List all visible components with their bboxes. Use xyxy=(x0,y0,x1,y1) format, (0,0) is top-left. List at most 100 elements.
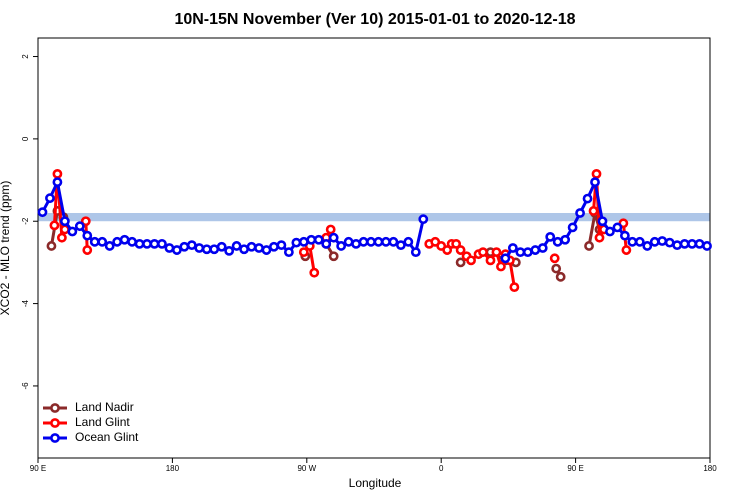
data-point xyxy=(588,206,599,216)
data-point xyxy=(522,247,533,258)
data-point xyxy=(594,232,605,243)
data-point xyxy=(567,222,578,233)
legend-label: Land Glint xyxy=(75,415,130,429)
data-point xyxy=(157,238,167,249)
data-point xyxy=(89,236,100,247)
data-point xyxy=(619,230,630,241)
data-point xyxy=(67,226,78,237)
data-point xyxy=(373,236,384,247)
legend-marker xyxy=(50,433,60,443)
data-point xyxy=(269,241,279,252)
data-point xyxy=(496,261,506,272)
data-point xyxy=(552,236,563,247)
data-point xyxy=(509,282,520,293)
data-point xyxy=(545,231,556,242)
data-point xyxy=(52,177,63,188)
data-point xyxy=(283,247,294,258)
data-point xyxy=(56,232,67,243)
x-tick-label: 90 E xyxy=(30,464,46,473)
data-point xyxy=(49,220,60,231)
data-point xyxy=(336,241,347,251)
data-point xyxy=(239,244,249,255)
data-point xyxy=(343,236,354,247)
data-point xyxy=(649,236,660,247)
data-point xyxy=(551,263,562,274)
data-point xyxy=(321,238,332,249)
data-point xyxy=(381,236,391,247)
data-point xyxy=(455,257,466,268)
data-point xyxy=(328,251,339,262)
data-point xyxy=(306,234,317,245)
data-point xyxy=(179,241,190,252)
data-point xyxy=(254,243,264,253)
data-point xyxy=(575,208,585,218)
data-point xyxy=(216,241,227,252)
data-point xyxy=(325,224,336,235)
data-point xyxy=(549,253,560,264)
data-point xyxy=(584,241,594,251)
data-point xyxy=(358,236,369,247)
data-point xyxy=(679,238,690,249)
data-point xyxy=(276,240,287,251)
legend-marker xyxy=(50,403,60,413)
chart-title: 10N-15N November (Ver 10) 2015-01-01 to … xyxy=(174,11,575,28)
data-point xyxy=(451,238,462,249)
y-tick-label: 0 xyxy=(21,136,30,141)
data-point xyxy=(149,238,160,249)
data-point xyxy=(164,243,175,253)
data-point xyxy=(485,255,496,266)
data-point xyxy=(500,253,511,264)
data-point xyxy=(291,237,302,248)
data-point xyxy=(74,221,85,232)
data-point xyxy=(134,238,145,249)
data-point xyxy=(231,241,242,251)
data-point xyxy=(313,234,324,245)
data-point xyxy=(664,237,675,248)
y-tick-label: -2 xyxy=(21,217,30,225)
data-point xyxy=(194,243,205,253)
y-tick-label: -6 xyxy=(21,382,30,390)
data-point xyxy=(82,245,93,255)
data-point xyxy=(642,241,653,251)
data-point xyxy=(45,193,55,204)
data-point xyxy=(104,241,115,251)
data-point xyxy=(142,238,152,249)
data-point xyxy=(209,244,220,255)
data-point xyxy=(246,241,257,252)
data-point xyxy=(612,222,623,233)
x-tick-label: 180 xyxy=(166,464,180,473)
data-point xyxy=(82,230,93,241)
x-tick-label: 180 xyxy=(703,464,717,473)
y-tick-label: 2 xyxy=(21,54,30,59)
data-point xyxy=(59,216,70,227)
data-point xyxy=(590,177,600,188)
data-point xyxy=(410,247,421,258)
data-point xyxy=(127,236,137,247)
data-point xyxy=(52,168,63,179)
data-point xyxy=(395,240,406,251)
data-point xyxy=(694,238,705,249)
data-point xyxy=(418,214,429,225)
data-point xyxy=(515,247,526,258)
data-point xyxy=(560,234,571,245)
data-point xyxy=(634,236,645,247)
data-point xyxy=(351,238,361,249)
data-point xyxy=(37,207,48,218)
data-point xyxy=(171,245,182,255)
reference-band xyxy=(38,213,710,222)
data-point xyxy=(507,243,518,253)
y-axis-label: XCO2 - MLO trend (ppm) xyxy=(0,181,12,316)
data-point xyxy=(491,247,502,258)
data-point xyxy=(97,236,108,247)
data-point xyxy=(366,236,376,247)
x-tick-label: 90 E xyxy=(567,464,583,473)
data-point xyxy=(702,241,712,251)
data-point xyxy=(597,216,608,227)
data-point xyxy=(403,236,414,247)
y-tick-label: -4 xyxy=(21,299,30,307)
data-point xyxy=(687,238,697,249)
x-tick-label: 0 xyxy=(439,464,444,473)
data-point xyxy=(388,236,399,247)
data-point xyxy=(582,193,593,204)
data-point xyxy=(530,245,541,255)
